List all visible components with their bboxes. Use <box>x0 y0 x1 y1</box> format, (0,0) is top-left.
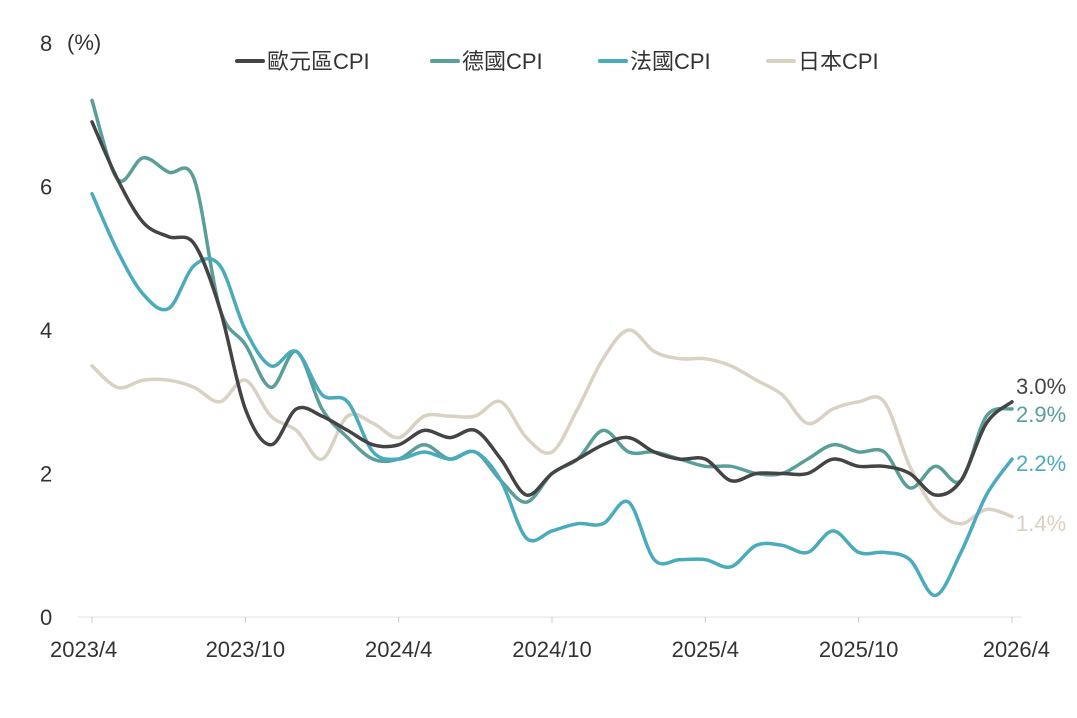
series-lines <box>90 98 1014 598</box>
y-tick-label: 6 <box>40 175 52 200</box>
series-end-label: 2.2% <box>1016 451 1066 476</box>
y-axis: (%) 0 2 4 6 8 <box>40 30 101 630</box>
series-line <box>90 191 1014 598</box>
y-tick-label: 0 <box>40 605 52 630</box>
legend-label: 歐元區CPI <box>267 49 370 74</box>
x-tick-label: 2026/4 <box>983 637 1050 662</box>
y-tick-label: 2 <box>40 462 52 487</box>
x-tick-label: 2025/4 <box>672 637 739 662</box>
x-tick-label: 2024/10 <box>512 637 592 662</box>
y-unit-label: (%) <box>67 30 101 55</box>
x-tick-label: 2025/10 <box>819 637 899 662</box>
x-tick-label: 2024/4 <box>365 637 432 662</box>
legend-label: 德國CPI <box>462 49 543 74</box>
legend: 歐元區CPI 德國CPI 法國CPI 日本CPI <box>235 49 879 74</box>
series-end-label: 3.0% <box>1016 374 1066 399</box>
end-labels: 3.0% 2.9% 2.2% 1.4% <box>1016 374 1066 536</box>
x-tick-label: 2023/4 <box>50 637 117 662</box>
series-line <box>90 120 1014 497</box>
legend-label: 日本CPI <box>798 49 879 74</box>
x-axis: 2023/4 2023/10 2024/4 2024/10 2025/4 2025/10 2… <box>50 617 1050 662</box>
series-line <box>90 328 1014 526</box>
x-tick-label: 2023/10 <box>206 637 286 662</box>
series-end-label: 1.4% <box>1016 511 1066 536</box>
y-tick-label: 8 <box>40 31 52 56</box>
series-line <box>90 98 1014 504</box>
y-tick-label: 4 <box>40 318 52 343</box>
series-end-label: 2.9% <box>1016 402 1066 427</box>
legend-label: 法國CPI <box>630 49 711 74</box>
